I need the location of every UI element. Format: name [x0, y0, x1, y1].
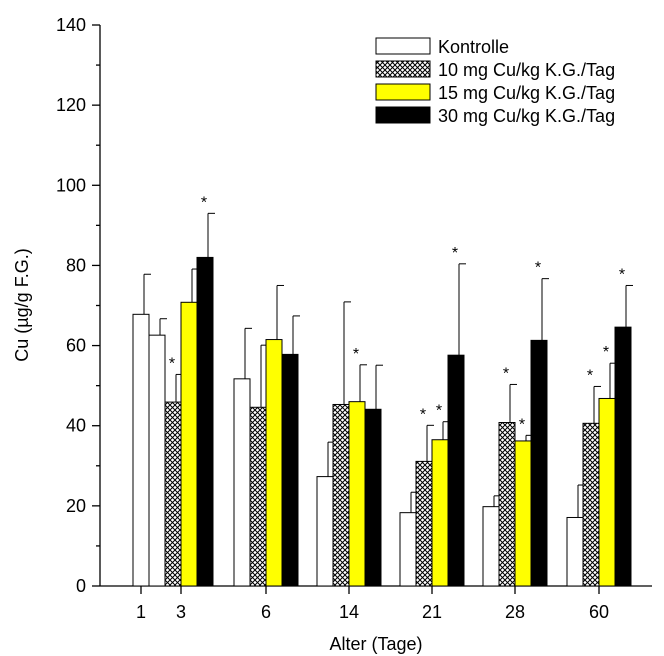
bar: [316, 476, 334, 587]
y-tick-label: 60: [66, 336, 86, 356]
x-tick-label: 21: [422, 602, 442, 622]
legend-swatch: [375, 83, 431, 101]
significance-marker: *: [353, 346, 359, 363]
significance-marker: *: [452, 245, 458, 262]
y-tick-label: 40: [66, 416, 86, 436]
bar-series: * * * * * * * * * * * *: [132, 194, 633, 587]
bar: [364, 408, 382, 587]
significance-marker: *: [519, 416, 525, 433]
bar: [196, 256, 214, 587]
bar: [598, 397, 616, 587]
y-tick-label: 80: [66, 255, 86, 275]
bar: [431, 439, 449, 587]
y-axis-title: Cu (µg/g F.G.): [12, 248, 32, 361]
bar: [233, 378, 251, 587]
x-tick-label: 28: [505, 602, 525, 622]
significance-marker: *: [201, 194, 207, 211]
legend-label: 10 mg Cu/kg K.G./Tag: [438, 60, 615, 80]
legend-label: Kontrolle: [438, 37, 509, 57]
legend: Kontrolle 10 mg Cu/kg K.G./Tag 15 mg Cu/kg…: [375, 37, 615, 126]
y-axis-ticks: 0 20 40 60 80 100 120 140: [56, 15, 100, 596]
legend-label: 15 mg Cu/kg K.G./Tag: [438, 83, 615, 103]
y-tick-label: 100: [56, 175, 86, 195]
bar: [530, 339, 548, 587]
significance-marker: *: [420, 406, 426, 423]
x-axis-ticks: 1 3 6 14 21 28 60: [136, 586, 609, 622]
bar: [415, 460, 433, 587]
y-tick-label: 0: [76, 576, 86, 596]
legend-swatch: [375, 37, 431, 55]
significance-marker: *: [587, 367, 593, 384]
x-tick-label: 6: [261, 602, 271, 622]
bar: [514, 440, 532, 587]
x-tick-label: 60: [589, 602, 609, 622]
x-tick-label: 1: [136, 602, 146, 622]
bar: [265, 339, 283, 587]
bar: [281, 353, 299, 587]
x-tick-label: 14: [339, 602, 359, 622]
y-tick-label: 120: [56, 95, 86, 115]
significance-marker: *: [603, 344, 609, 361]
bar: [148, 334, 166, 587]
bar: [249, 406, 267, 587]
bar: [482, 506, 500, 587]
bar: [498, 422, 516, 587]
bar: [447, 354, 465, 587]
bar: [164, 401, 182, 587]
significance-marker: *: [619, 266, 625, 283]
y-tick-label: 20: [66, 496, 86, 516]
x-axis-title: Alter (Tage): [329, 634, 422, 654]
bar: [180, 301, 198, 587]
bar: [399, 512, 417, 587]
legend-swatch: [375, 106, 431, 124]
bar: [582, 422, 600, 587]
legend-swatch: [375, 60, 431, 78]
significance-marker: *: [503, 365, 509, 382]
significance-marker: *: [436, 403, 442, 420]
bar: [614, 326, 632, 587]
bar: [332, 403, 350, 587]
y-tick-label: 140: [56, 15, 86, 35]
x-tick-label: 3: [176, 602, 186, 622]
bar: [348, 401, 366, 587]
significance-marker: *: [169, 355, 175, 372]
legend-label: 30 mg Cu/kg K.G./Tag: [438, 106, 615, 126]
bar: [132, 313, 150, 587]
significance-marker: *: [535, 260, 541, 277]
bar: [566, 516, 584, 587]
